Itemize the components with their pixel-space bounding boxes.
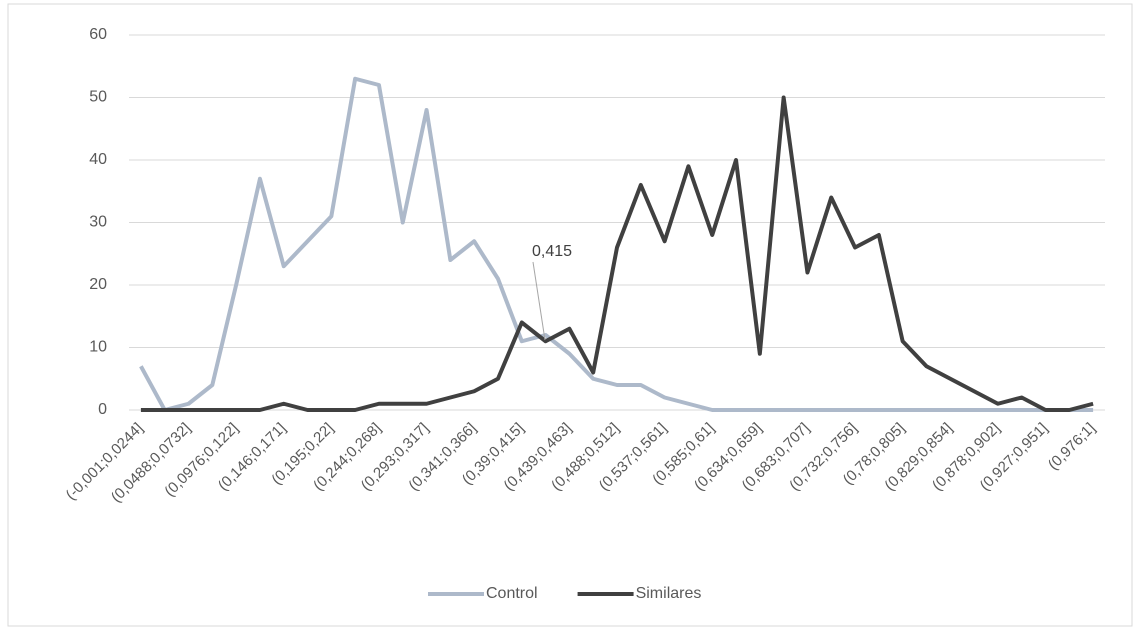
y-tick-label: 20 — [89, 276, 107, 293]
y-tick-label: 60 — [89, 26, 107, 43]
series-line — [140, 95, 1094, 412]
y-tick-label: 0 — [98, 401, 107, 418]
annotation-leader — [532, 261, 546, 341]
y-tick-label: 50 — [89, 89, 107, 106]
y-tick-label: 10 — [89, 339, 107, 356]
chart-border — [7, 3, 1133, 627]
legend-label: Similares — [636, 585, 702, 602]
legend-label: Control — [486, 585, 538, 602]
series-line — [139, 76, 1094, 412]
y-tick-label: 30 — [89, 214, 107, 231]
y-tick-label: 40 — [89, 151, 107, 168]
annotation: 0,415 — [532, 243, 572, 260]
